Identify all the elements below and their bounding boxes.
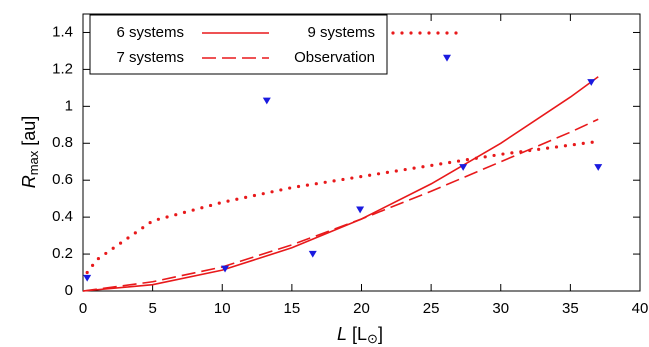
observation-point: [356, 206, 365, 214]
series-line: [82, 118, 599, 292]
y-tick-label: 1.4: [52, 23, 73, 40]
x-tick-label: 5: [148, 300, 156, 317]
x-tick-label: 0: [79, 300, 87, 317]
x-tick-label: 10: [214, 300, 231, 317]
legend-label: Observation: [294, 49, 375, 66]
y-label-sub: max: [26, 150, 41, 175]
observation-point: [587, 79, 596, 86]
series-line: [85, 139, 600, 275]
observation-point: [459, 164, 468, 171]
y-tick-label: 1: [65, 97, 73, 114]
observation-point: [83, 274, 92, 282]
y-tick-label: 0: [65, 282, 73, 299]
y-tick-label: 0.2: [52, 245, 73, 262]
y-tick-label: 0.6: [52, 171, 73, 188]
x-label-close: ]: [378, 324, 383, 344]
x-tick-label: 35: [562, 300, 579, 317]
x-label-sun: ⊙: [367, 331, 378, 346]
observation-point: [262, 97, 271, 105]
legend-label: 6 systems: [116, 24, 184, 41]
y-tick-label: 1.2: [52, 60, 73, 77]
y-label-unit: [au]: [19, 116, 39, 151]
legend-label: 7 systems: [116, 49, 184, 66]
x-tick-label: 40: [632, 300, 649, 317]
legend-box: [89, 14, 388, 75]
x-tick-label: 25: [423, 300, 440, 317]
x-tick-label: 30: [492, 300, 509, 317]
observation-point: [221, 265, 230, 273]
y-tick-label: 0.4: [52, 208, 73, 225]
y-axis-label: Rmax [au]: [19, 116, 42, 189]
y-tick-label: 0.8: [52, 134, 73, 151]
observation-point: [594, 164, 603, 171]
legend-marker: [443, 54, 451, 62]
x-tick-label: 15: [284, 300, 301, 317]
y-label-symbol: R: [19, 175, 39, 188]
series-line: [82, 76, 599, 292]
x-label-symbol: L: [337, 324, 347, 344]
x-tick-label: 20: [353, 300, 370, 317]
observation-point: [308, 250, 317, 258]
legend-label: 9 systems: [307, 24, 375, 41]
x-label-unit: [L: [347, 324, 367, 344]
x-axis-label: L [L⊙]: [337, 324, 383, 347]
